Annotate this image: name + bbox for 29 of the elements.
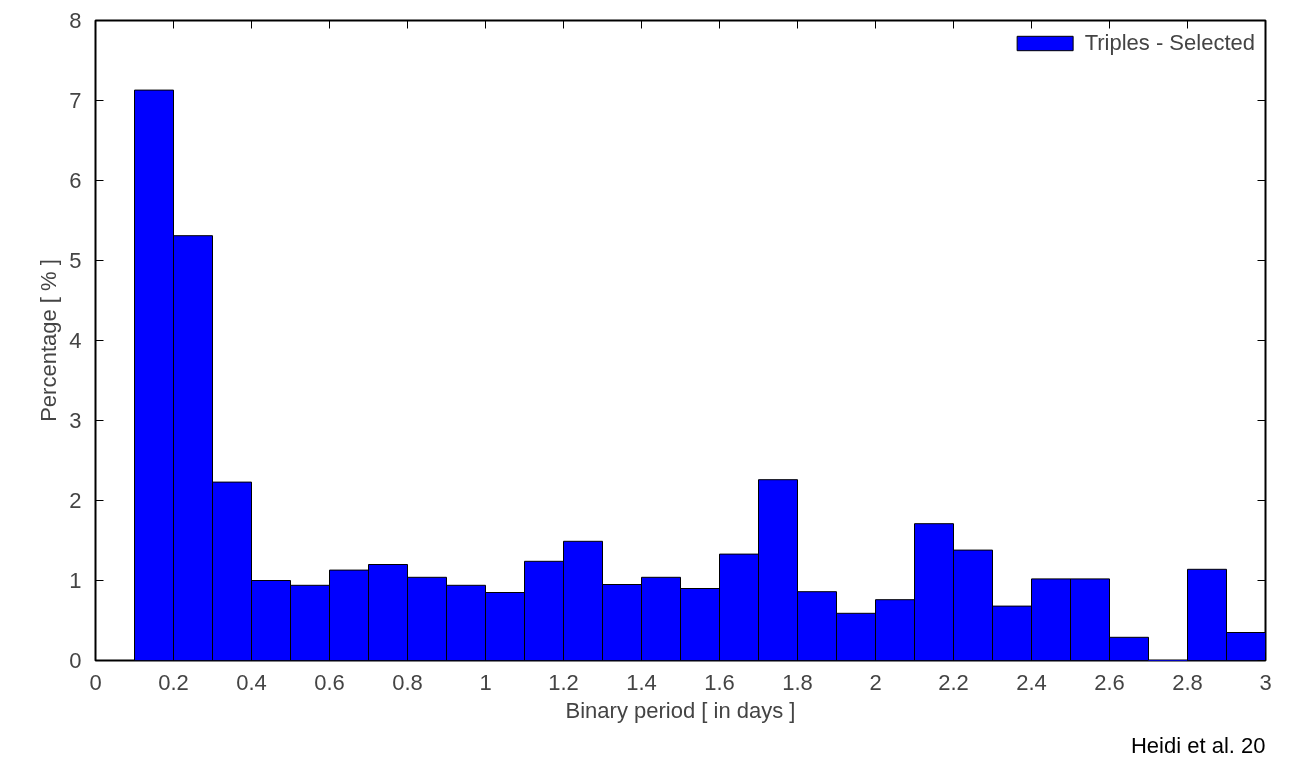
- x-tick-label: 2: [869, 669, 882, 695]
- x-tick-label: 0.2: [158, 669, 189, 695]
- y-tick-label: 7: [69, 88, 82, 113]
- x-tick-label: 1.6: [704, 669, 735, 695]
- y-tick-label: 1: [69, 568, 82, 593]
- x-tick-label: 0.8: [392, 669, 423, 695]
- x-tick-label: 2.2: [938, 669, 969, 695]
- y-tick-label: 2: [69, 488, 82, 513]
- x-tick-label: 2.4: [1016, 669, 1047, 695]
- y-tick-label: 4: [69, 328, 82, 353]
- x-axis-title: Binary period [ in days ]: [565, 697, 796, 723]
- x-tick-label: 1: [479, 669, 492, 695]
- x-tick-label: 1.2: [548, 669, 579, 695]
- x-tick-label: 0: [89, 669, 102, 695]
- x-tick-label: 2.6: [1094, 669, 1125, 695]
- text: Heidi et al. 20: [1130, 732, 1266, 758]
- x-tick-label: 2.8: [1172, 669, 1203, 695]
- x-tick-label: 3: [1259, 669, 1272, 695]
- x-tick-label: 0.6: [314, 669, 345, 695]
- y-tick-label: 6: [69, 168, 82, 193]
- y-tick-label: 3: [69, 408, 82, 433]
- y-tick-label: 0: [69, 648, 82, 673]
- x-tick-label: 1.8: [782, 669, 813, 695]
- y-tick-label: 5: [69, 248, 82, 273]
- legend-label: Triples - Selected: [1084, 30, 1255, 56]
- x-tick-label: 0.4: [236, 669, 267, 695]
- x-tick-label: 1.4: [626, 669, 657, 695]
- y-tick-label: 8: [69, 8, 82, 33]
- y-axis-title: Percentage [ % ]: [36, 259, 62, 422]
